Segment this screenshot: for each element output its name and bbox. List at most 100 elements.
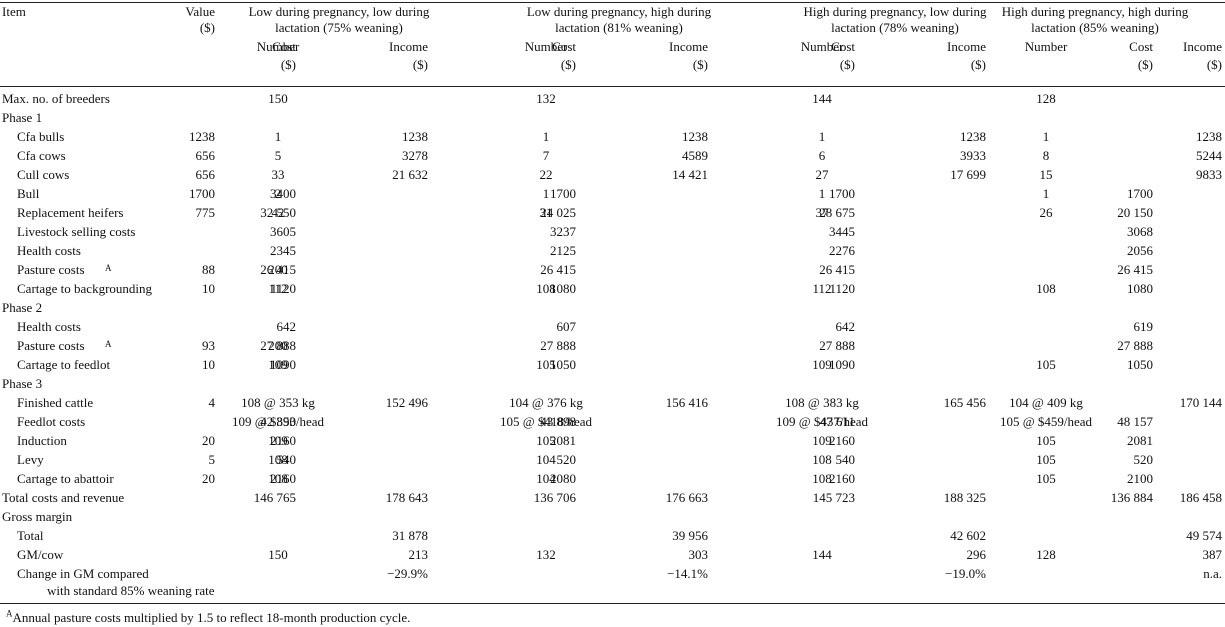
cell-cost: 540 [835,452,856,467]
row-label: Phase 2 [2,300,43,315]
row-label: Phase 1 [2,110,43,125]
header-number: Number [524,39,568,54]
cell-cost: 1050 [1127,357,1153,372]
cell-income: 170 144 [1179,395,1222,410]
header-income-unit: ($) [1206,57,1222,72]
scenario-title-line1: Low during pregnancy, high during [526,4,712,19]
cell-cost: 3400 [270,186,296,201]
row-label: Cfa bulls [17,129,65,144]
cell-cost: 520 [556,452,577,467]
cell-number: 128 [1036,91,1056,106]
cell-cost: 2081 [1127,433,1153,448]
cell-cost: 2080 [550,471,576,486]
cell-cost: 24 025 [540,205,576,220]
cell-cost: 520 [1133,452,1154,467]
cell-income: 49 574 [1186,528,1222,543]
cell-cost: 1090 [829,357,855,372]
cell-number: 108 [812,471,832,486]
cell-number: 22 [539,167,553,182]
cell-cost: 3237 [550,224,576,239]
cell-income: 21 632 [392,167,428,182]
cell-number: 112 [268,281,288,296]
cell-number: 104 @ 376 kg [509,395,583,410]
cell-cost: 3605 [270,224,296,239]
cell-cost: 145 723 [812,490,855,505]
cell-number: 6 [818,148,826,163]
cell-number: 128 [1036,547,1056,562]
cell-number: 109 @ $393/head [231,414,325,429]
cell-cost: 26 415 [1117,262,1153,277]
row-value: 20 [202,433,215,448]
cell-income: 213 [408,547,429,562]
cell-income: −19.0% [945,566,986,581]
row-value: 88 [202,262,215,277]
cell-number: 105 @ $418/head [499,414,593,429]
cell-cost: 2100 [1127,471,1153,486]
header-item: Item [2,4,26,19]
row-label: Levy [17,452,44,467]
scenario-title-line1: High during pregnancy, high during [1001,4,1189,19]
cell-number: 108 @ 383 kg [785,395,859,410]
cell-income: −29.9% [387,566,428,581]
row-label: Cull cows [17,167,70,182]
cell-cost: 2160 [270,471,296,486]
cell-number: 200 [268,262,288,277]
cell-cost: 1090 [270,357,296,372]
cell-income: 1238 [960,129,986,144]
row-label: Health costs [17,243,81,258]
top-rule [0,2,1225,3]
cell-number: 1 [818,129,826,144]
cell-cost: 27 888 [819,338,855,353]
row-label: Change in GM compared [17,566,149,581]
header-cost-unit: ($) [560,57,576,72]
row-label: Total [17,528,44,543]
cell-cost: 619 [1133,319,1154,334]
row-value: 1700 [189,186,215,201]
cell-income: 186 458 [1179,490,1222,505]
cell-income: 156 416 [665,395,708,410]
cell-cost: 42 850 [260,414,296,429]
header-income: Income [1183,39,1222,54]
cell-number: 15 [1039,167,1053,182]
row-label: GM/cow [17,547,64,562]
cell-number: 26 [1039,205,1053,220]
row-label: Gross margin [2,509,73,524]
cell-cost: 2345 [270,243,296,258]
cell-cost: 47 611 [819,414,855,429]
row-value: 93 [202,338,215,353]
header-number: Number [256,39,300,54]
cell-cost: 26 415 [260,262,296,277]
cell-cost: 1700 [829,186,855,201]
cell-cost: 27 888 [540,338,576,353]
cell-income: 1238 [402,129,428,144]
cell-income: 387 [1202,547,1223,562]
cell-number: 105 [536,357,556,372]
cell-income: 178 643 [385,490,428,505]
row-label: Phase 3 [2,376,43,391]
cell-number: 108 [268,452,288,467]
cell-number: 109 [812,357,832,372]
cell-number: 8 [1042,148,1050,163]
cell-cost: 2056 [1127,243,1153,258]
cell-cost: 1700 [1127,186,1153,201]
cell-income: −14.1% [667,566,708,581]
footnote-text: Annual pasture costs multiplied by 1.5 t… [12,610,411,625]
row-label: Feedlot costs [17,414,86,429]
footnote: AAnnual pasture costs multiplied by 1.5 … [6,609,411,626]
cell-income: 5244 [1196,148,1222,163]
cell-number: 108 [1036,281,1056,296]
bottom-rule [0,603,1225,604]
cell-number: 37 [815,205,829,220]
cell-income: 1238 [1196,129,1222,144]
cell-number: 42 [271,205,285,220]
row-value: 10 [202,281,215,296]
cell-number: 1 [1042,186,1050,201]
cell-number: 33 [271,167,285,182]
cell-cost: 1120 [270,281,296,296]
header-cost-unit: ($) [1137,57,1153,72]
cell-cost: 28 675 [819,205,855,220]
cell-income: 165 456 [943,395,986,410]
cell-number: 105 [1036,452,1056,467]
cell-income: 9833 [1196,167,1222,182]
